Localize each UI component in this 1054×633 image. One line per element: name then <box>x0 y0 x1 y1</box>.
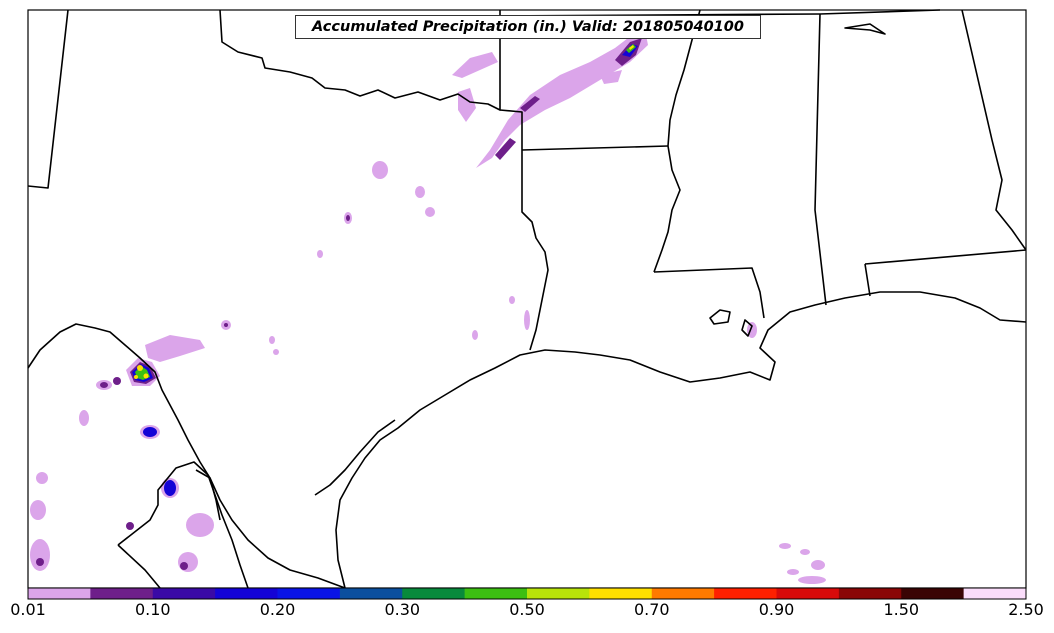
precip-cell <box>472 330 478 340</box>
state-border <box>653 267 765 319</box>
precip-cell <box>30 500 46 520</box>
precip-cell <box>317 250 323 258</box>
colorbar-segment <box>714 588 777 599</box>
colorbar-segment <box>776 588 840 599</box>
precip-cell <box>425 207 435 217</box>
precip-cell <box>273 349 279 355</box>
colorbar-segment <box>339 588 403 599</box>
precip-cell <box>164 480 176 496</box>
precip-area-north <box>452 52 498 78</box>
precip-cell <box>36 558 44 566</box>
international-border <box>27 323 346 589</box>
state-border <box>499 109 549 351</box>
colorbar <box>28 588 1027 599</box>
precip-cell <box>787 569 799 575</box>
precip-cell <box>126 522 134 530</box>
state-border <box>819 9 941 15</box>
precip-core-ark <box>495 138 516 160</box>
precip-cell <box>143 427 157 437</box>
colorbar-tick-label: 0.30 <box>384 600 421 619</box>
precip-cell <box>224 323 228 327</box>
colorbar-segment <box>402 588 466 599</box>
state-border <box>219 9 501 111</box>
colorbar-segment <box>901 588 965 599</box>
precip-cell <box>509 296 515 304</box>
map-title: Accumulated Precipitation (in.) Valid: 2… <box>295 15 761 39</box>
map-frame <box>27 9 1027 589</box>
precip-cell <box>811 560 825 570</box>
precip-cell <box>269 336 275 344</box>
state-border <box>961 9 1027 251</box>
precip-cell <box>186 513 214 537</box>
colorbar-segment <box>215 588 278 599</box>
colorbar-tick-label: 0.50 <box>509 600 545 619</box>
precip-cell <box>415 186 425 198</box>
colorbar-tick-label: 2.50 <box>1008 600 1044 619</box>
boundaries <box>27 9 1027 589</box>
precip-cell <box>113 377 121 385</box>
precip-cell <box>100 382 108 388</box>
precip-area-ms <box>600 70 622 84</box>
precip-area-arkansas-band <box>476 30 648 168</box>
colorbar-tick-label: 1.50 <box>883 600 920 619</box>
colorbar-segment <box>152 588 216 599</box>
colorbar-segment <box>90 588 154 599</box>
colorbar-segment <box>651 588 715 599</box>
precip-core-mexico-yellow <box>134 375 138 379</box>
state-border <box>27 9 69 189</box>
coastline <box>709 309 731 325</box>
colorbar-segment <box>464 588 528 599</box>
colorbar-segment <box>589 588 653 599</box>
coastline <box>844 23 886 35</box>
precip-core-ms-yellow <box>629 45 634 50</box>
precip-cell <box>524 310 530 330</box>
state-border <box>653 9 701 273</box>
colorbar-frame <box>27 587 1027 600</box>
precip-cell <box>79 410 89 426</box>
state-border <box>864 249 1027 265</box>
colorbar-tick-label: 0.01 <box>10 600 46 619</box>
colorbar-tick-label: 0.10 <box>134 600 171 619</box>
state-border <box>521 145 669 151</box>
precip-cell <box>180 562 188 570</box>
precip-core-mexico-yellow <box>143 373 149 379</box>
precip-area-mexico <box>145 335 205 362</box>
coastline <box>741 319 753 337</box>
precip-cell <box>779 543 791 549</box>
colorbar-segment <box>527 588 590 599</box>
coastline <box>314 419 396 496</box>
state-border <box>195 469 221 521</box>
precip-cell <box>798 576 826 584</box>
precip-cell <box>36 472 48 484</box>
precip-cell <box>800 549 810 555</box>
colorbar-segment <box>838 588 902 599</box>
colorbar-segment <box>277 588 341 599</box>
colorbar-tick-label: 0.90 <box>758 600 795 619</box>
colorbar-segment <box>28 588 91 599</box>
precip-cell <box>178 552 198 572</box>
state-border <box>814 13 827 306</box>
colorbar-segment <box>963 588 1027 599</box>
colorbar-tick-label: 0.70 <box>633 600 670 619</box>
colorbar-tick-label: 0.20 <box>259 600 296 619</box>
precip-cell <box>346 215 350 221</box>
precip-cell <box>372 161 388 179</box>
state-border <box>117 544 161 589</box>
coastline <box>335 291 1027 589</box>
state-border <box>117 461 249 589</box>
precip-core-mexico-yellow <box>137 365 143 371</box>
precip-core-ark-2 <box>520 96 540 112</box>
state-border <box>864 263 871 297</box>
precip-cell <box>30 539 50 571</box>
